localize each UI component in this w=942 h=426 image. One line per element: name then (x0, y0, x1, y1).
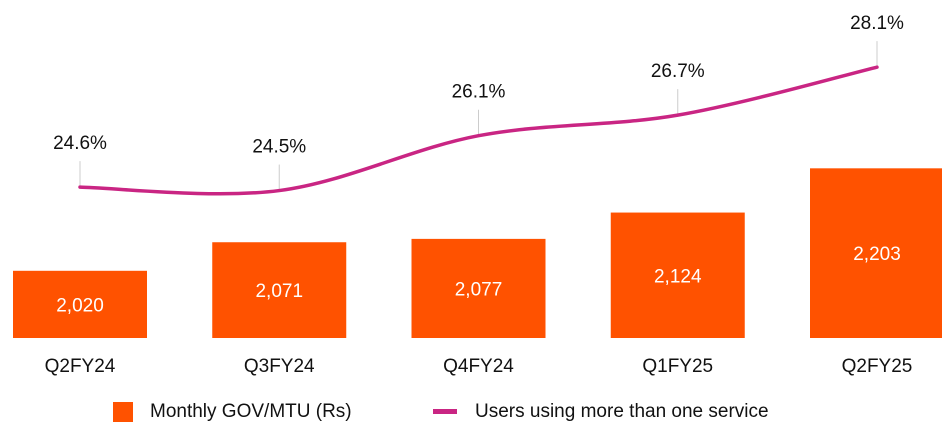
line (78, 65, 879, 196)
bar-label: 2,071 (255, 281, 303, 302)
bar-label: 2,077 (455, 279, 503, 300)
bar-label: 2,020 (56, 295, 104, 316)
bar (13, 270, 147, 338)
x-tick-label: Q2FY25 (842, 356, 913, 377)
x-tick-label: Q2FY24 (45, 356, 116, 377)
x-tick-label: Q1FY25 (642, 356, 713, 377)
legend-swatch (433, 409, 457, 414)
legend-label: Users using more than one service (475, 401, 769, 422)
line-label: 24.5% (252, 137, 306, 158)
bar (212, 242, 347, 338)
legend-label: Monthly GOV/MTU (Rs) (150, 401, 352, 422)
line-label: 24.6% (53, 133, 107, 154)
bar (411, 238, 546, 338)
line-label: 26.7% (651, 61, 705, 82)
x-tick-label: Q4FY24 (443, 356, 514, 377)
line-label: 26.1% (452, 82, 506, 103)
x-tick-label: Q3FY24 (244, 356, 315, 377)
bar-label: 2,124 (654, 266, 702, 287)
bar (810, 168, 942, 338)
line-label: 28.1% (850, 13, 904, 34)
bar (610, 212, 745, 338)
legend-swatch (113, 402, 133, 422)
bar-label: 2,203 (853, 244, 901, 265)
